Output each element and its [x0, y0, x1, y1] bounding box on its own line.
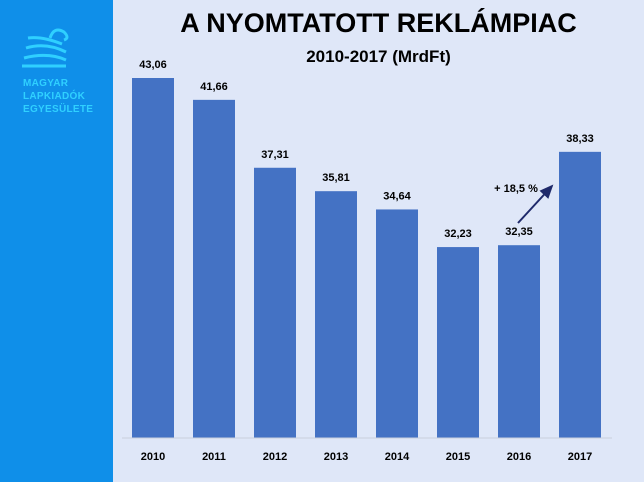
x-tick-label: 2010 [141, 451, 165, 463]
bar-2011 [193, 99, 235, 439]
data-label: 38,33 [566, 133, 594, 145]
chart-subtitle: 2010-2017 (MrdFt) [306, 47, 451, 66]
x-tick-label: 2011 [202, 451, 226, 463]
x-tick-label: 2016 [507, 451, 531, 463]
logo-text-line-1: MAGYAR [23, 78, 69, 89]
x-tick-label: 2013 [324, 451, 348, 463]
growth-arrow [517, 184, 554, 224]
x-tick-label: 2012 [263, 451, 287, 463]
data-label: 43,06 [139, 59, 167, 71]
bar-2016 [498, 245, 540, 438]
logo-text-line-2: LAPKIADÓK [23, 91, 86, 102]
bar-2017 [559, 151, 601, 438]
data-label: 34,64 [383, 190, 411, 202]
bar-2012 [254, 167, 296, 439]
chart-title: A NYOMTATOTT REKLÁMPIAC [180, 8, 577, 38]
x-tick-label: 2015 [446, 451, 470, 463]
sidebar-panel: MAGYAR LAPKIADÓK EGYESÜLETE [0, 0, 113, 482]
growth-annotation: + 18,5 % [494, 183, 538, 195]
x-tick-label: 2017 [568, 451, 592, 463]
x-tick-label: 2014 [385, 451, 410, 463]
logo-waves-icon [22, 28, 69, 68]
bar-2014 [376, 209, 418, 438]
logo-text-line-3: EGYESÜLETE [23, 104, 94, 115]
bar-2013 [315, 191, 357, 438]
data-label: 32,35 [505, 226, 533, 238]
bar-2010 [132, 78, 174, 438]
data-label: 32,23 [444, 228, 472, 240]
data-label: 41,66 [200, 81, 228, 93]
bar-2015 [437, 247, 479, 438]
data-label: 35,81 [322, 172, 350, 184]
data-label: 37,31 [261, 149, 289, 161]
